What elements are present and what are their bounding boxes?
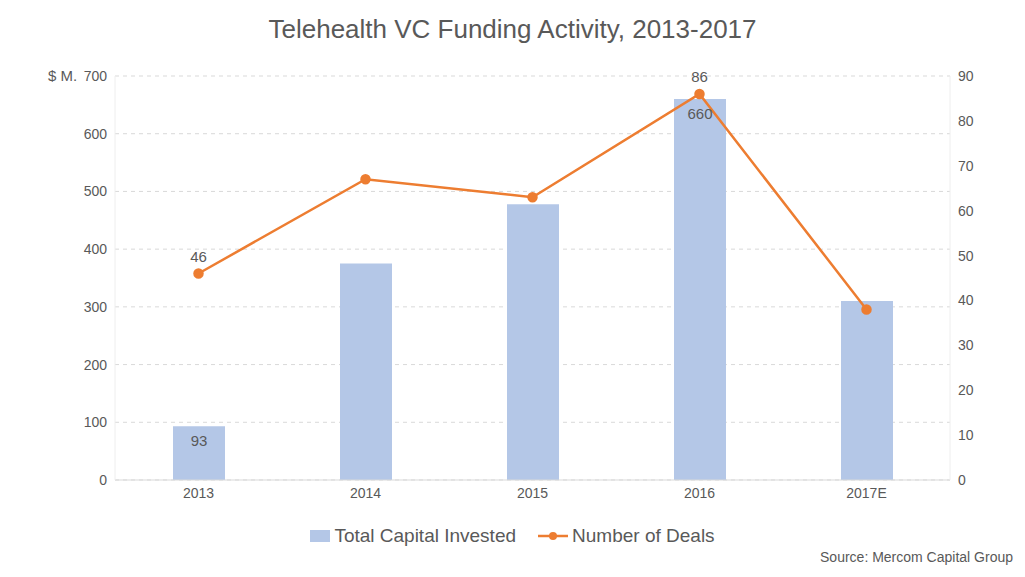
svg-text:0: 0	[99, 472, 107, 488]
svg-text:2016: 2016	[684, 485, 715, 501]
svg-text:90: 90	[958, 68, 974, 84]
svg-text:100: 100	[84, 414, 108, 430]
svg-text:46: 46	[190, 248, 207, 265]
svg-text:400: 400	[84, 241, 108, 257]
svg-text:0: 0	[958, 472, 966, 488]
svg-text:200: 200	[84, 357, 108, 373]
html-text:Total Capital Invested: Total Capital Invested	[334, 525, 516, 546]
svg-text:660: 660	[687, 105, 712, 122]
html-text:Number of Deals: Number of Deals	[572, 525, 715, 546]
html-text:$ M.: $ M.	[48, 67, 78, 84]
svg-text:700: 700	[84, 68, 108, 84]
svg-text:80: 80	[958, 113, 974, 129]
svg-text:2014: 2014	[350, 485, 381, 501]
svg-text:300: 300	[84, 299, 108, 315]
svg-text:70: 70	[958, 158, 974, 174]
svg-text:86: 86	[691, 68, 708, 85]
svg-text:10: 10	[958, 427, 974, 443]
html-text:Telehealth VC Funding Activity: Telehealth VC Funding Activity, 2013-201…	[268, 14, 757, 44]
html-text:Source: Mercom Capital Group: Source: Mercom Capital Group	[820, 549, 1013, 565]
svg-text:600: 600	[84, 126, 108, 142]
svg-text:50: 50	[958, 248, 974, 264]
svg-text:30: 30	[958, 337, 974, 353]
svg-text:60: 60	[958, 203, 974, 219]
svg-text:500: 500	[84, 183, 108, 199]
svg-text:2013: 2013	[183, 485, 214, 501]
svg-text:93: 93	[191, 432, 208, 449]
svg-text:2017E: 2017E	[846, 485, 886, 501]
svg-text:2015: 2015	[517, 485, 548, 501]
svg-text:20: 20	[958, 382, 974, 398]
svg-text:40: 40	[958, 292, 974, 308]
